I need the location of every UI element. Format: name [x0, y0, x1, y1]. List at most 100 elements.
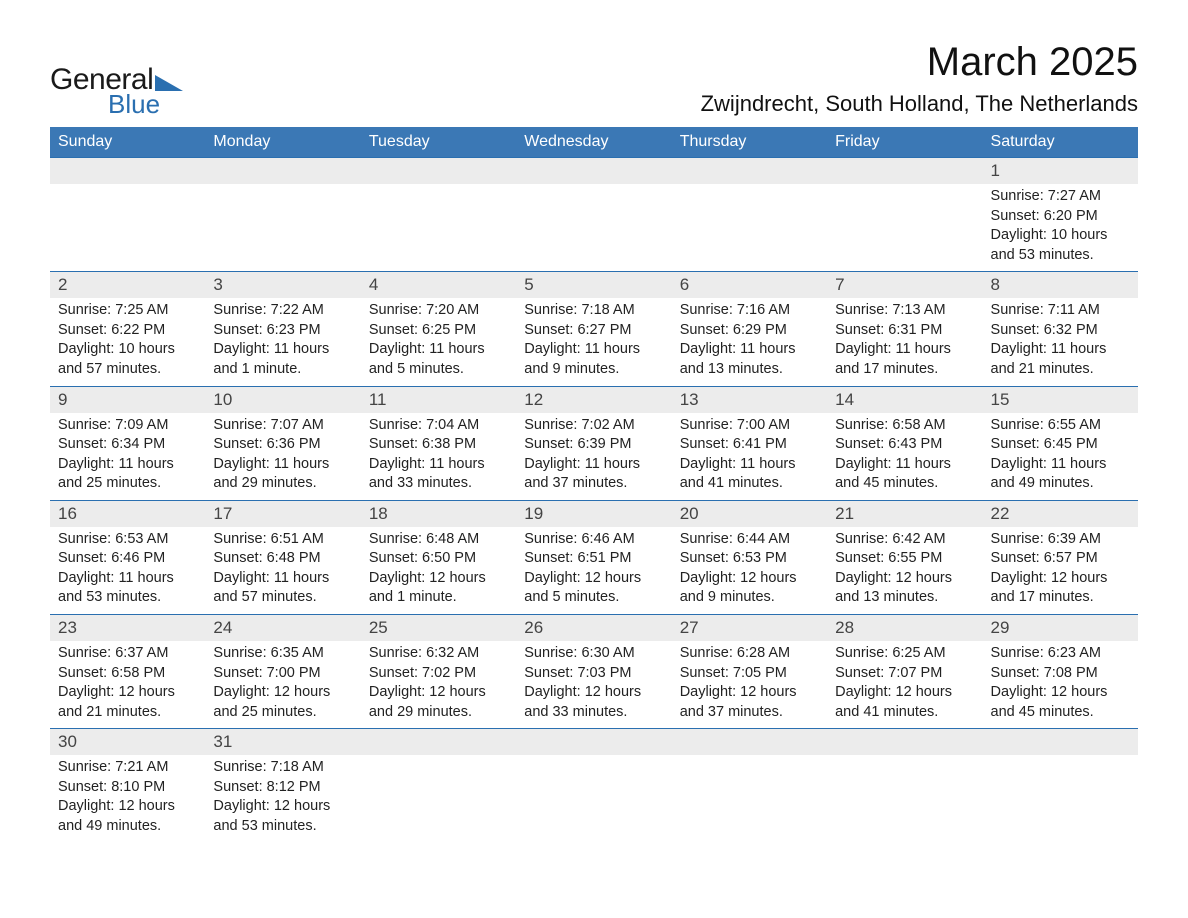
day-detail-cell: Sunrise: 6:32 AMSunset: 7:02 PMDaylight:…	[361, 641, 516, 729]
day-number-cell: 27	[672, 615, 827, 642]
day-detail-row: Sunrise: 7:27 AMSunset: 6:20 PMDaylight:…	[50, 184, 1138, 272]
day-ss: Sunset: 6:25 PM	[369, 321, 508, 341]
day-sr: Sunrise: 6:51 AM	[213, 530, 352, 550]
day-number-cell	[672, 729, 827, 756]
day-d1: Daylight: 11 hours	[835, 340, 974, 360]
day-number-cell: 23	[50, 615, 205, 642]
weekday-header: Wednesday	[516, 127, 671, 158]
day-number-cell: 18	[361, 500, 516, 527]
day-sr: Sunrise: 7:22 AM	[213, 301, 352, 321]
day-detail-cell: Sunrise: 6:48 AMSunset: 6:50 PMDaylight:…	[361, 527, 516, 615]
day-number-cell: 11	[361, 386, 516, 413]
day-detail-cell: Sunrise: 7:20 AMSunset: 6:25 PMDaylight:…	[361, 298, 516, 386]
day-number-cell: 17	[205, 500, 360, 527]
day-d2: and 25 minutes.	[213, 703, 352, 723]
day-sr: Sunrise: 7:20 AM	[369, 301, 508, 321]
day-d1: Daylight: 12 hours	[835, 683, 974, 703]
day-number-cell: 4	[361, 272, 516, 299]
weekday-header: Sunday	[50, 127, 205, 158]
day-d1: Daylight: 11 hours	[369, 455, 508, 475]
day-detail-row: Sunrise: 6:53 AMSunset: 6:46 PMDaylight:…	[50, 527, 1138, 615]
day-number-cell: 24	[205, 615, 360, 642]
day-sr: Sunrise: 7:13 AM	[835, 301, 974, 321]
day-d1: Daylight: 11 hours	[58, 455, 197, 475]
day-number-row: 1	[50, 158, 1138, 185]
day-ss: Sunset: 7:08 PM	[991, 664, 1130, 684]
day-d2: and 49 minutes.	[991, 474, 1130, 494]
day-detail-cell	[983, 755, 1138, 842]
day-d1: Daylight: 12 hours	[369, 569, 508, 589]
day-d2: and 41 minutes.	[835, 703, 974, 723]
day-detail-cell: Sunrise: 6:58 AMSunset: 6:43 PMDaylight:…	[827, 413, 982, 501]
day-sr: Sunrise: 6:37 AM	[58, 644, 197, 664]
day-detail-cell: Sunrise: 7:09 AMSunset: 6:34 PMDaylight:…	[50, 413, 205, 501]
day-detail-row: Sunrise: 6:37 AMSunset: 6:58 PM Daylight:…	[50, 641, 1138, 729]
day-number-cell	[50, 158, 205, 185]
day-number-row: 9101112131415	[50, 386, 1138, 413]
day-detail-row: Sunrise: 7:25 AMSunset: 6:22 PMDaylight:…	[50, 298, 1138, 386]
day-detail-cell	[827, 184, 982, 272]
weekday-header: Friday	[827, 127, 982, 158]
day-detail-cell: Sunrise: 7:04 AMSunset: 6:38 PMDaylight:…	[361, 413, 516, 501]
day-detail-cell	[50, 184, 205, 272]
day-d1: Daylight: 11 hours	[991, 455, 1130, 475]
day-d2: and 53 minutes.	[991, 246, 1130, 266]
day-number-cell: 9	[50, 386, 205, 413]
day-number-cell	[361, 729, 516, 756]
day-sr: Sunrise: 7:18 AM	[524, 301, 663, 321]
day-sr: Sunrise: 6:30 AM	[524, 644, 663, 664]
weekday-header-row: SundayMondayTuesdayWednesdayThursdayFrid…	[50, 127, 1138, 158]
day-detail-cell: Sunrise: 6:46 AMSunset: 6:51 PMDaylight:…	[516, 527, 671, 615]
day-d1: Daylight: 11 hours	[524, 340, 663, 360]
day-sr: Sunrise: 6:48 AM	[369, 530, 508, 550]
day-d1: Daylight: 11 hours	[213, 569, 352, 589]
day-d2: and 49 minutes.	[58, 817, 197, 837]
day-d2: and 13 minutes.	[680, 360, 819, 380]
day-d1: Daylight: 11 hours	[213, 455, 352, 475]
logo: General Blue	[50, 65, 183, 117]
page-title: March 2025	[701, 40, 1138, 85]
day-number-row: 2345678	[50, 272, 1138, 299]
day-sr: Sunrise: 7:00 AM	[680, 416, 819, 436]
day-number-cell	[361, 158, 516, 185]
day-sr: Sunrise: 6:23 AM	[991, 644, 1130, 664]
day-sr: Sunrise: 7:09 AM	[58, 416, 197, 436]
day-number-cell: 5	[516, 272, 671, 299]
day-number-cell: 16	[50, 500, 205, 527]
day-ss: Sunset: 6:57 PM	[991, 549, 1130, 569]
day-detail-cell: Sunrise: 7:22 AMSunset: 6:23 PMDaylight:…	[205, 298, 360, 386]
day-number-cell	[672, 158, 827, 185]
day-number-cell: 8	[983, 272, 1138, 299]
day-d1: Daylight: 12 hours	[213, 683, 352, 703]
day-d2: and 5 minutes.	[369, 360, 508, 380]
day-number-cell: 1	[983, 158, 1138, 185]
day-ss: Sunset: 6:51 PM	[524, 549, 663, 569]
day-sr: Sunrise: 7:21 AM	[58, 758, 197, 778]
day-sr: Sunrise: 7:07 AM	[213, 416, 352, 436]
day-ss: Sunset: 6:48 PM	[213, 549, 352, 569]
day-sr: Sunrise: 7:02 AM	[524, 416, 663, 436]
day-sr: Sunrise: 7:04 AM	[369, 416, 508, 436]
day-detail-cell: Sunrise: 7:07 AMSunset: 6:36 PMDaylight:…	[205, 413, 360, 501]
day-d2: and 33 minutes.	[524, 703, 663, 723]
day-d1: Daylight: 12 hours	[58, 797, 197, 817]
day-ss: Sunset: 6:32 PM	[991, 321, 1130, 341]
day-d1: Daylight: 11 hours	[680, 455, 819, 475]
calendar-table: SundayMondayTuesdayWednesdayThursdayFrid…	[50, 127, 1138, 843]
day-ss: Sunset: 7:02 PM	[369, 664, 508, 684]
day-number-cell	[827, 729, 982, 756]
day-sr: Sunrise: 6:53 AM	[58, 530, 197, 550]
day-ss: Sunset: 6:58 PM	[58, 664, 197, 684]
day-d1: Daylight: 12 hours	[524, 569, 663, 589]
day-detail-cell: Sunrise: 7:13 AMSunset: 6:31 PMDaylight:…	[827, 298, 982, 386]
day-detail-cell	[516, 755, 671, 842]
day-number-cell: 15	[983, 386, 1138, 413]
day-detail-cell	[361, 755, 516, 842]
day-sr: Sunrise: 6:32 AM	[369, 644, 508, 664]
day-d2: and 1 minute.	[369, 588, 508, 608]
day-d2: and 21 minutes.	[991, 360, 1130, 380]
day-detail-cell: Sunrise: 7:00 AMSunset: 6:41 PMDaylight:…	[672, 413, 827, 501]
day-ss: Sunset: 8:12 PM	[213, 778, 352, 798]
day-ss: Sunset: 6:22 PM	[58, 321, 197, 341]
day-detail-cell: Sunrise: 6:55 AMSunset: 6:45 PMDaylight:…	[983, 413, 1138, 501]
